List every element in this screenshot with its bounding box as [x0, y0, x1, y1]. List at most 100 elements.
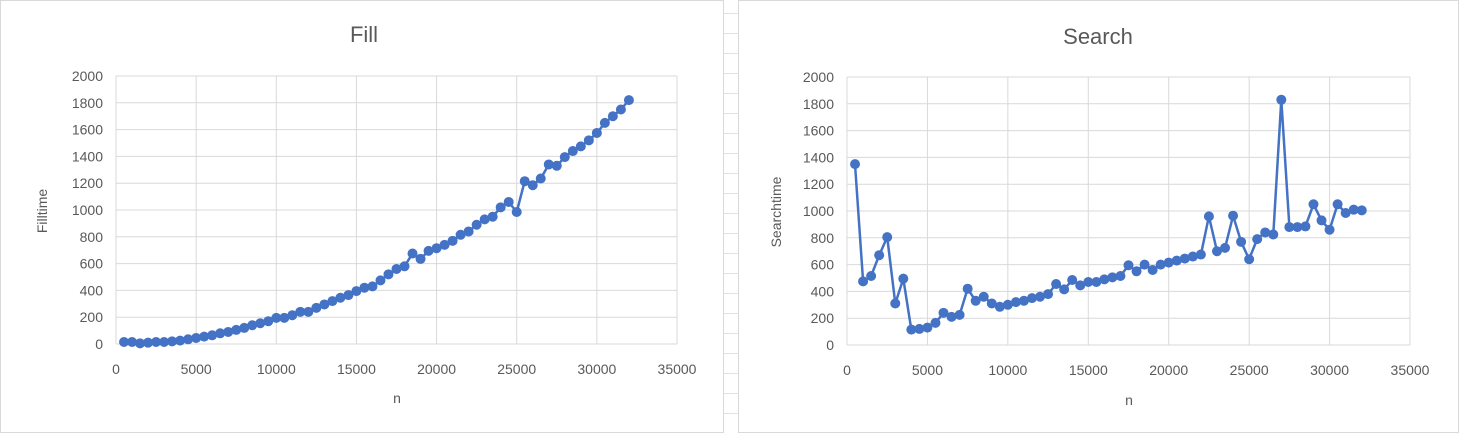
data-point	[1075, 280, 1086, 291]
y-tick-labels: 0 200 400 600 800 1000 1200 1400 1600 1800 2000	[803, 69, 834, 353]
chart-title: Search	[1063, 24, 1133, 49]
data-point	[1059, 284, 1070, 295]
data-point	[1276, 94, 1287, 105]
y-tick-label: 1200	[72, 175, 103, 191]
data-point	[503, 196, 514, 207]
y-tick-label: 400	[811, 283, 835, 299]
data-point	[247, 320, 258, 331]
data-point	[1171, 255, 1182, 266]
data-point	[175, 335, 186, 346]
x-axis-label: n	[393, 390, 401, 406]
search-chart-panel[interactable]: Search Searchtime n 0 200 400 600 800 1000 120…	[738, 0, 1459, 433]
fill-chart-panel[interactable]: Fill Filltime n 0 200 400 600 800 1000 1200 140…	[0, 0, 724, 433]
y-tick-label: 800	[811, 230, 835, 246]
data-point	[882, 232, 893, 243]
data-point	[890, 298, 901, 309]
data-point	[615, 104, 626, 115]
data-point	[1195, 249, 1206, 260]
data-point	[1228, 210, 1239, 221]
data-point	[994, 301, 1005, 312]
data-point	[906, 324, 917, 335]
data-point	[559, 152, 570, 163]
y-tick-label: 200	[811, 310, 835, 326]
data-point	[383, 269, 394, 280]
x-tick-labels: 0 5000 10000 15000 20000 25000 30000 35000	[112, 361, 697, 377]
data-point	[938, 307, 949, 318]
data-point	[135, 338, 146, 349]
x-tick-label: 20000	[417, 361, 456, 377]
data-point	[1123, 260, 1134, 271]
data-point	[1179, 253, 1190, 264]
data-point	[866, 270, 877, 281]
data-point	[551, 160, 562, 171]
data-point	[391, 263, 402, 274]
y-tick-label: 1200	[803, 176, 834, 192]
data-point	[511, 207, 522, 218]
data-point	[1244, 254, 1255, 265]
data-point	[199, 331, 210, 342]
data-point	[954, 309, 965, 320]
data-point	[575, 141, 586, 152]
data-point	[1051, 279, 1062, 290]
data-point	[471, 219, 482, 230]
x-tick-label: 15000	[337, 361, 376, 377]
data-point	[447, 235, 458, 246]
data-point	[1356, 205, 1367, 216]
x-tick-label: 0	[112, 361, 120, 377]
data-point	[231, 324, 242, 335]
data-point	[311, 302, 322, 313]
data-point	[1284, 222, 1295, 233]
data-point	[407, 248, 418, 259]
y-axis-label: Searchtime	[768, 176, 784, 247]
data-point	[1300, 221, 1311, 232]
data-point	[415, 253, 426, 264]
data-point	[359, 282, 370, 293]
data-point	[519, 176, 530, 187]
data-point	[127, 336, 138, 347]
data-point	[1139, 259, 1150, 270]
data-point	[962, 283, 973, 294]
data-point	[223, 326, 234, 337]
x-tick-label: 20000	[1149, 362, 1188, 378]
data-point	[1067, 275, 1078, 286]
data-point	[271, 312, 282, 323]
data-point	[375, 275, 386, 286]
x-tick-label: 5000	[181, 361, 212, 377]
y-tick-labels: 0 200 400 600 800 1000 1200 1400 1600 1800 2000	[72, 68, 103, 352]
data-point	[1131, 266, 1142, 277]
data-point	[1348, 204, 1359, 215]
x-tick-label: 35000	[658, 361, 697, 377]
data-point	[119, 336, 130, 347]
y-tick-label: 1400	[72, 148, 103, 164]
data-point	[946, 311, 957, 322]
data-point	[1026, 293, 1037, 304]
y-axis-label: Filltime	[34, 189, 50, 234]
series-filltime	[119, 95, 634, 349]
data-point	[279, 312, 290, 323]
series-line	[853, 98, 1362, 331]
data-point	[986, 298, 997, 309]
x-tick-label: 35000	[1391, 362, 1430, 378]
data-point	[930, 317, 941, 328]
x-tick-label: 30000	[577, 361, 616, 377]
data-point	[343, 290, 354, 301]
data-point	[239, 322, 250, 333]
y-tick-label: 600	[80, 256, 104, 272]
data-point	[1035, 291, 1046, 302]
search-chart: Search Searchtime n 0 200 400 600 800 1000 120…	[768, 24, 1430, 408]
data-point	[607, 111, 618, 122]
data-point	[431, 243, 442, 254]
data-point	[1091, 277, 1102, 288]
data-point	[191, 332, 202, 343]
data-point	[1002, 299, 1013, 310]
y-tick-label: 1800	[72, 95, 103, 111]
data-point	[327, 296, 338, 307]
gridlines	[115, 75, 678, 345]
data-point	[1163, 257, 1174, 268]
data-point	[1252, 234, 1263, 245]
data-point	[487, 211, 498, 222]
data-point	[1203, 211, 1214, 222]
data-point	[215, 328, 226, 339]
data-point	[287, 310, 298, 321]
y-tick-label: 1600	[803, 123, 834, 139]
